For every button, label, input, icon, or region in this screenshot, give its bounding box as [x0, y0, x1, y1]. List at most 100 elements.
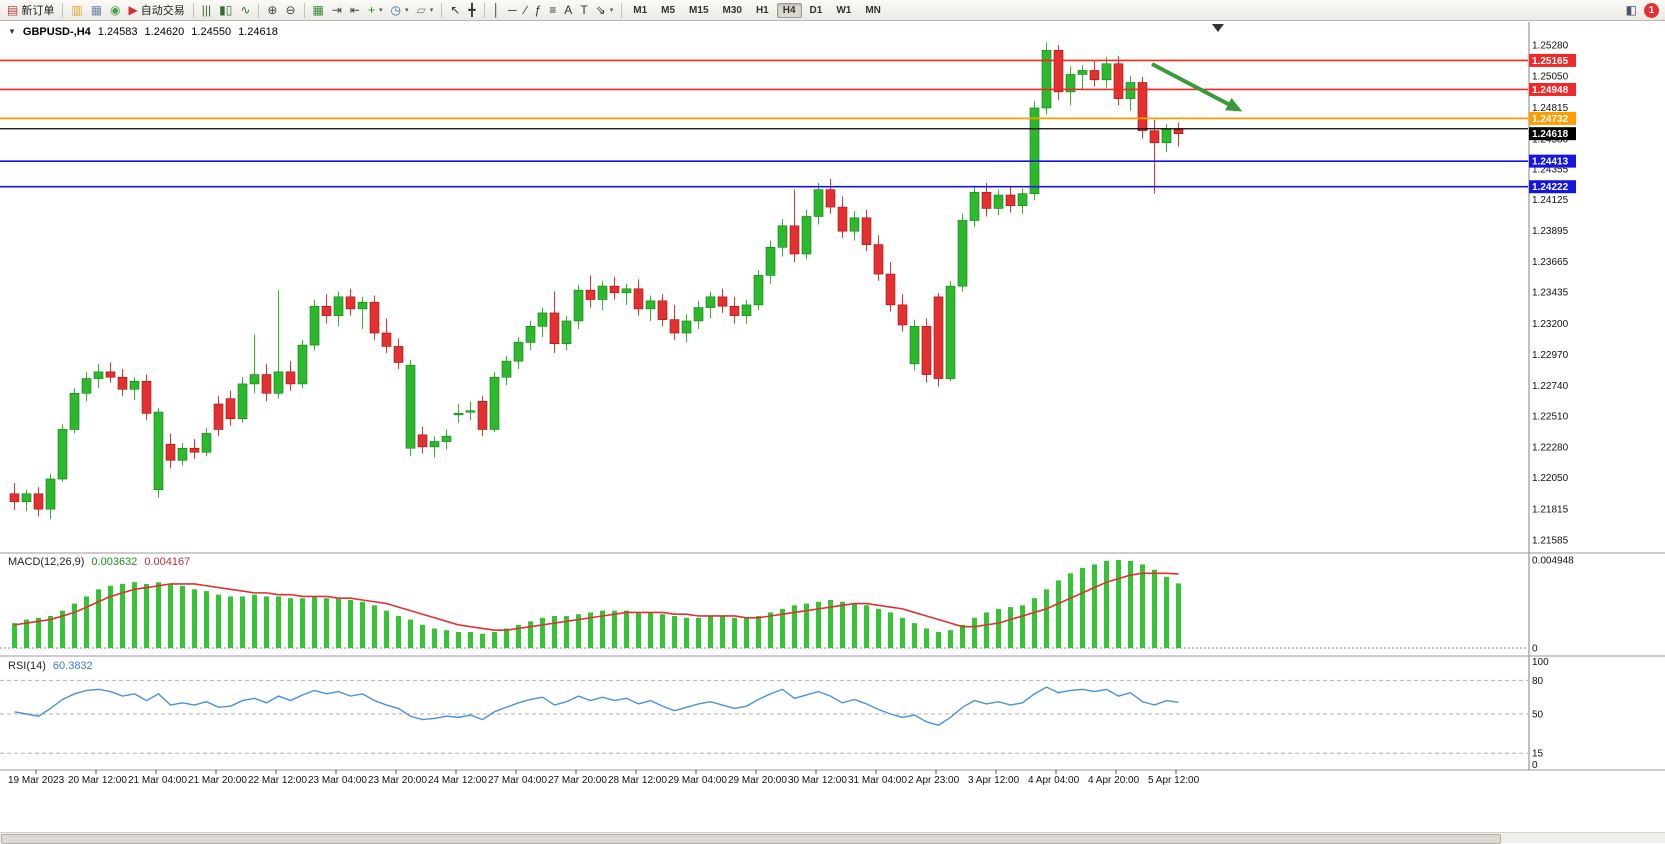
terminal-button[interactable]: ◧ — [1623, 1, 1640, 19]
candle-body — [549, 312, 560, 345]
trend-arrow-annotation[interactable] — [1151, 62, 1243, 112]
indicators-button[interactable]: + ▾ — [365, 1, 386, 19]
macd-histogram-bar — [312, 596, 317, 648]
macd-histogram-bar — [204, 591, 209, 648]
macd-histogram-bar — [708, 615, 713, 648]
tile-windows-button[interactable]: ▦ — [310, 1, 327, 19]
arrows-button[interactable]: ⇘ ▾ — [593, 1, 617, 19]
horizontal-line-button[interactable]: ─ — [505, 1, 520, 19]
macd-histogram-bar — [528, 621, 533, 648]
timeframe-m5-button[interactable]: M5 — [661, 4, 676, 16]
price-axis-label: 1.24815 — [1532, 103, 1569, 114]
new-order-button[interactable]: ▤ 新订单 — [4, 1, 57, 19]
cursor-button[interactable]: ↖ — [447, 1, 463, 19]
macd-histogram-bar — [24, 619, 29, 648]
auto-scroll-button[interactable]: ⇥ — [329, 1, 345, 19]
macd-histogram-bar — [552, 615, 557, 648]
macd-histogram-bar — [936, 631, 941, 648]
notifications-badge[interactable]: 1 — [1644, 2, 1659, 18]
macd-histogram-bar — [1020, 605, 1025, 648]
candle-body — [1161, 129, 1172, 144]
fibonacci-button[interactable]: ƒ — [532, 1, 545, 19]
timeframe-m30-button[interactable]: M30 — [722, 4, 742, 16]
candle-body — [297, 344, 308, 385]
candle-body — [1077, 70, 1088, 75]
timeframe-w1-button[interactable]: W1 — [836, 4, 852, 16]
candle-body — [621, 288, 632, 294]
macd-histogram-bar — [648, 612, 653, 648]
macd-histogram-bar — [672, 615, 677, 648]
timeframe-m15-button[interactable]: M15 — [689, 4, 709, 16]
candle-body — [405, 364, 416, 449]
time-axis-label: 19 Mar 2023 — [8, 775, 65, 786]
time-axis-label: 27 Mar 20:00 — [548, 775, 607, 786]
chart-expander-icon[interactable]: ▼ — [8, 27, 16, 36]
candle-body — [921, 326, 932, 375]
fibonacci-icon: ƒ — [534, 3, 542, 17]
candle-body — [633, 288, 644, 310]
candle-body — [189, 447, 200, 453]
macd-histogram-bar — [408, 619, 413, 648]
macd-histogram-bar — [1176, 583, 1181, 648]
macd-histogram-bar — [1092, 564, 1097, 648]
candle-body — [129, 380, 140, 390]
macd-histogram-bar — [240, 596, 245, 648]
line-chart-icon: ∿ — [240, 3, 251, 17]
macd-histogram-bar — [324, 598, 329, 648]
clock-icon: ◷ — [390, 3, 401, 17]
fibo-levels-button[interactable]: ≡ — [546, 1, 559, 19]
timeframe-h4-button[interactable]: H4 — [776, 2, 802, 18]
time-axis-label: 21 Mar 20:00 — [188, 775, 247, 786]
timeframe-m1-button[interactable]: M1 — [633, 4, 648, 16]
macd-histogram-bar — [612, 610, 617, 648]
crosshair-button[interactable]: ╋ — [465, 1, 478, 19]
market-watch-button[interactable]: ▦ — [88, 1, 105, 19]
chart-shift-button[interactable]: ⇤ — [347, 1, 363, 19]
crosshair-icon: ╋ — [468, 3, 476, 17]
vertical-line-button[interactable]: │ — [490, 1, 504, 19]
chart-shift-marker[interactable] — [1212, 24, 1224, 32]
candle-body — [573, 289, 584, 322]
trendline-button[interactable]: ∕ — [522, 1, 530, 19]
candle-body — [909, 326, 920, 365]
timeframe-mn-button[interactable]: MN — [865, 4, 881, 16]
candle-body — [669, 319, 680, 334]
candle-body — [57, 429, 68, 480]
macd-histogram-bar — [120, 583, 125, 648]
cursor-icon: ↖ — [450, 3, 461, 17]
toolbar-separator — [258, 2, 260, 18]
price-level-tag — [1529, 82, 1576, 96]
text-label-button[interactable]: T — [577, 1, 590, 19]
periods-button[interactable]: ◷ ▾ — [388, 1, 412, 19]
chart-candles-button[interactable]: ▮▯ — [216, 1, 235, 19]
candle-body — [249, 374, 260, 385]
candle-body — [1041, 50, 1052, 109]
macd-histogram-bar — [1164, 576, 1169, 648]
macd-histogram-bar — [60, 610, 65, 648]
zoom-out-button[interactable]: ⊖ — [282, 1, 298, 19]
macd-histogram-bar — [840, 601, 845, 648]
templates-button[interactable]: ▱ ▾ — [414, 1, 437, 19]
macd-histogram-bar — [84, 596, 89, 648]
autotrading-button[interactable]: ▶ 自动交易 — [126, 1, 188, 19]
candle-body — [441, 435, 452, 442]
macd-histogram-bar — [276, 596, 281, 648]
toolbar-separator — [441, 2, 443, 18]
text-button[interactable]: A — [561, 1, 575, 19]
chart-line-button[interactable]: ∿ — [237, 1, 253, 19]
macd-histogram-bar — [1140, 564, 1145, 648]
charts-bar-button[interactable]: ▥ — [68, 1, 85, 19]
price-level-tag — [1529, 111, 1576, 125]
timeframe-h1-button[interactable]: H1 — [755, 4, 769, 16]
horizontal-scrollbar[interactable] — [0, 832, 1665, 844]
price-axis-label: 1.23200 — [1532, 319, 1569, 330]
bars-chart-icon: ||| — [201, 3, 212, 17]
chart-bars-button[interactable]: ||| — [199, 1, 214, 19]
macd-histogram-bar — [156, 582, 161, 648]
zoom-in-button[interactable]: ⊕ — [264, 1, 280, 19]
strategy-button[interactable]: ◉ — [107, 1, 123, 19]
candle-body — [81, 378, 92, 394]
timeframe-d1-button[interactable]: D1 — [809, 4, 823, 16]
autotrading-icon: ▶ — [128, 3, 138, 17]
